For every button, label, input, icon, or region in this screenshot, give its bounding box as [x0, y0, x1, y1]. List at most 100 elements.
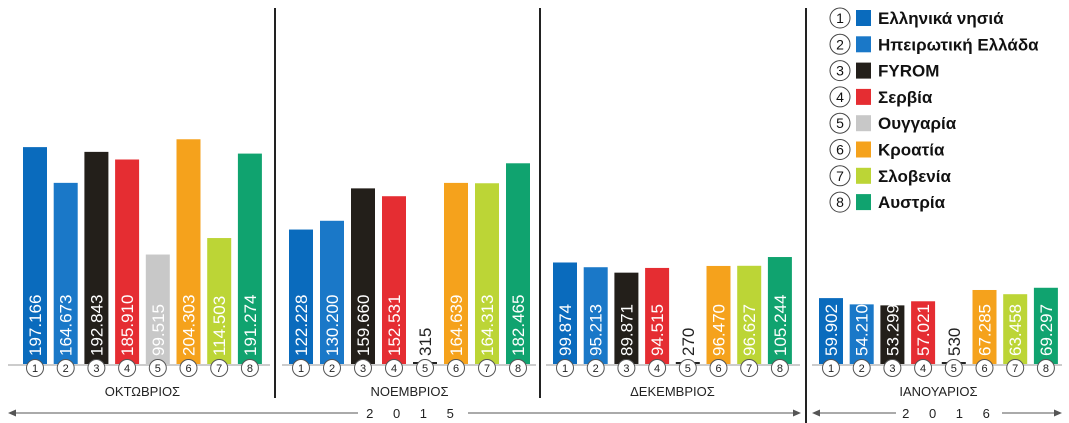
bar [583, 267, 608, 364]
legend-number-circle [829, 33, 851, 55]
bar [614, 272, 639, 364]
year-label: 2 0 1 6 [902, 406, 998, 421]
bar-number-circle [556, 359, 574, 377]
legend-number-circle [829, 112, 851, 134]
bar-number-circle [447, 359, 465, 377]
bar-value-label: 185.910 [118, 295, 137, 356]
legend-number: 7 [836, 168, 844, 184]
month-label: ΔΕΚΕΜΒΡΙΟΣ [630, 384, 715, 399]
bar-number-circle [292, 359, 310, 377]
bar-number: 6 [453, 363, 459, 375]
month-group: 59.902 1 54.210 2 53.299 3 57.021 4 530 5 67.285 6 6… [819, 287, 1058, 399]
bar-number: 5 [155, 363, 161, 375]
bar [289, 229, 313, 364]
bar-value-label: 204.303 [180, 295, 199, 356]
legend-swatch [856, 10, 871, 26]
legend-label: Ελληνικά νησιά [878, 9, 1004, 28]
bar-number-circle [1006, 359, 1025, 377]
arrow-head-left [8, 409, 16, 417]
legend-number: 2 [836, 36, 844, 52]
bar [351, 188, 375, 364]
bar-value-label: 57.021 [914, 304, 933, 356]
bar-number-circle [852, 359, 871, 377]
bar-value-label: 94.515 [648, 304, 667, 356]
bar-value-label: 95.213 [587, 304, 606, 356]
bar-number: 7 [484, 363, 490, 375]
legend-label: Σλοβενία [878, 167, 951, 186]
legend-label: Κροατία [878, 141, 945, 160]
bar-number-circle [210, 359, 229, 377]
bar-number: 8 [247, 363, 253, 375]
bar [382, 196, 406, 364]
legend-swatch [856, 115, 871, 132]
legend-number-circle [829, 7, 851, 29]
legend-number: 8 [836, 194, 844, 210]
bar-value-label: 54.210 [853, 304, 872, 356]
bar [911, 301, 936, 364]
bar-number: 7 [1012, 363, 1018, 375]
legend-swatch [856, 62, 871, 79]
bar-number-circle [740, 359, 759, 377]
bar-number: 2 [859, 363, 865, 375]
bar [84, 151, 109, 364]
bar-number: 4 [391, 363, 397, 375]
bar-value-label: 197.166 [26, 295, 45, 356]
bar-number-circle [416, 359, 434, 377]
legend-number-circle [829, 60, 851, 82]
bar [23, 147, 47, 364]
bar-number: 3 [93, 363, 99, 375]
bar-value-label: 59.902 [822, 304, 841, 356]
month-group: 99.874 1 95.213 2 89.871 3 94.515 4 270 5 96.470 6 9… [553, 257, 792, 399]
bar [553, 262, 577, 364]
bar-number: 3 [623, 363, 629, 375]
bar-number: 3 [360, 363, 366, 375]
legend-number-circle [829, 165, 851, 187]
legend-label: Ουγγαρία [878, 114, 957, 133]
legend-item: 3 FYROM [829, 60, 939, 82]
bar [767, 257, 792, 364]
bar-value-label: 164.639 [447, 295, 466, 356]
bar-number: 8 [1043, 363, 1049, 375]
bar-number-circle [678, 359, 697, 377]
bar-number-circle [822, 359, 840, 377]
bar-value-label: 53.299 [883, 304, 902, 356]
month-label: ΟΚΤΩΒΡΙΟΣ [105, 384, 180, 399]
bar-value-label: 192.843 [87, 295, 106, 356]
bar [475, 183, 499, 364]
bar-number: 5 [422, 363, 428, 375]
bar-value-label: 130.200 [323, 295, 342, 356]
bar [880, 305, 905, 364]
bar-number: 2 [593, 363, 599, 375]
legend-swatch [856, 167, 871, 184]
arrow-head-left [812, 409, 820, 417]
bar-value-label: 99.874 [556, 304, 575, 356]
bar [237, 153, 262, 364]
legend-swatch [856, 194, 871, 211]
bar-value-label: 315 [416, 328, 435, 356]
legend-label: Ηπειρωτική Ελλάδα [878, 35, 1039, 54]
bar-value-label: 182.465 [509, 295, 528, 356]
legend-label: FYROM [878, 62, 939, 81]
bar-number: 5 [685, 363, 691, 375]
legend-item: 2 Ηπειρωτική Ελλάδα [829, 33, 1039, 55]
legend-swatch [856, 88, 871, 105]
bar-number: 6 [185, 363, 191, 375]
bar-number-circle [709, 359, 728, 377]
legend-item: 5 Ουγγαρία [829, 112, 957, 134]
bar [819, 298, 843, 364]
bar-number: 4 [920, 363, 926, 375]
month-group: 122.228 1 130.200 2 159.660 3 152.531 4 315 5 164.… [289, 163, 530, 399]
legend-number: 1 [836, 10, 844, 26]
legend-swatch [856, 36, 871, 53]
bar-number-circle [883, 359, 902, 377]
bar-number-circle [914, 359, 933, 377]
bar [706, 265, 731, 364]
bar-number: 1 [32, 363, 38, 375]
legend-item: 1 Ελληνικά νησιά [829, 7, 1004, 29]
month-group: 197.166 1 164.673 2 192.843 3 185.910 4 99.515 5 2… [23, 139, 262, 399]
bar-number-circle [648, 359, 667, 377]
bar-value-label: 530 [945, 328, 964, 356]
bar-number: 4 [654, 363, 660, 375]
legend-number-circle [829, 139, 851, 160]
bar-value-label: 270 [679, 328, 698, 356]
